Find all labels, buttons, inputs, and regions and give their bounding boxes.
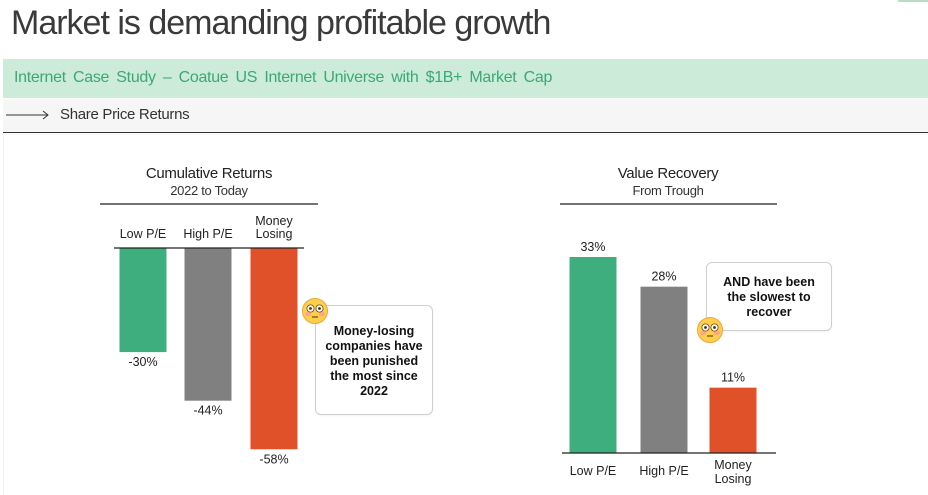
section-label: Share Price Returns: [60, 106, 190, 123]
category-label: Money Losing: [255, 214, 293, 241]
data-label: -44%: [193, 404, 222, 418]
category-label: Money Losing: [714, 458, 752, 486]
category-label: High P/E: [183, 227, 232, 241]
corner-logo-fragment: ▬▬▬: [858, 0, 928, 4]
section-header: Share Price Returns: [3, 99, 928, 133]
chart-subtitle: 2022 to Today: [170, 183, 248, 198]
data-label: -30%: [128, 355, 157, 369]
bar: [640, 286, 688, 453]
flushed-face-icon: [302, 298, 328, 324]
bar: [569, 256, 617, 453]
category-label: Low P/E: [570, 464, 617, 478]
data-label: 28%: [651, 270, 676, 284]
category-label: High P/E: [639, 464, 688, 478]
callout-money-losing-punished: Money-losing companies have been punishe…: [315, 305, 433, 415]
page-title: Market is demanding profitable growth: [11, 4, 551, 42]
callout-slowest-recover: AND have been the slowest to recover: [706, 262, 832, 331]
chart-subtitle: From Trough: [632, 183, 703, 198]
chart-title: Value Recovery: [618, 165, 719, 182]
data-label: 11%: [721, 371, 745, 385]
chart-title: Cumulative Returns: [146, 165, 272, 182]
flushed-face-icon: [697, 317, 723, 343]
subtitle-band: Internet Case Study – Coatue US Internet…: [3, 59, 928, 98]
bar: [709, 387, 757, 453]
bar: [250, 248, 298, 450]
bar: [184, 248, 232, 401]
subtitle-text: Internet Case Study – Coatue US Internet…: [14, 69, 553, 86]
data-label: 33%: [580, 240, 605, 254]
arrow-right-icon: [6, 110, 49, 120]
category-label: Low P/E: [120, 227, 167, 241]
callout-2-text: AND have been the slowest to recover: [723, 275, 815, 319]
callout-1-text: Money-losing companies have been punishe…: [325, 324, 423, 398]
data-label: -58%: [259, 452, 288, 466]
bar: [119, 248, 167, 353]
